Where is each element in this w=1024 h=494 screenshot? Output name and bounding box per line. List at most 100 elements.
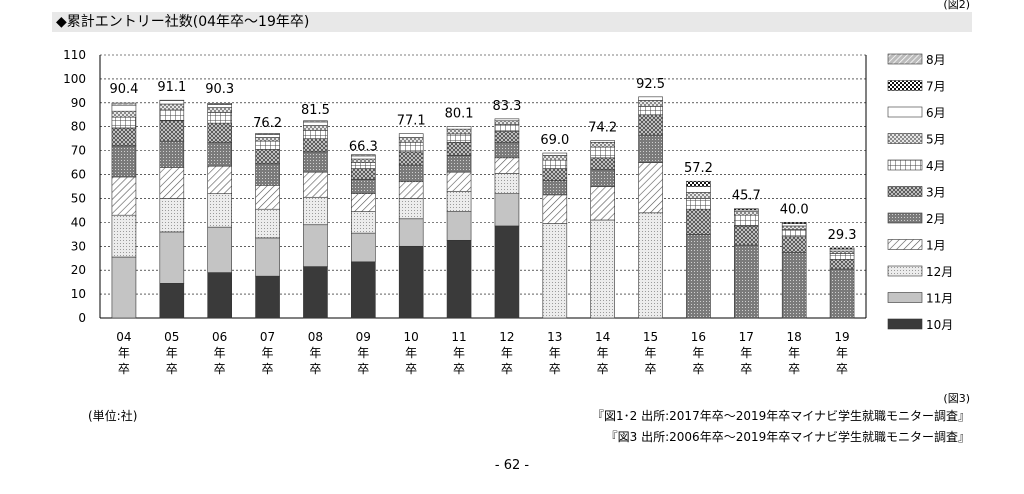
- bar-segment: [590, 219, 615, 319]
- y-tick-label: 110: [63, 48, 86, 62]
- bar-segment: [207, 193, 232, 228]
- bar-segment: [590, 140, 615, 143]
- bar-segment: [542, 159, 568, 169]
- legend-label: 8月: [926, 53, 946, 67]
- bar-segment: [829, 259, 855, 270]
- x-tick-label: 卒: [597, 362, 609, 376]
- bar-segment: [638, 96, 663, 101]
- bar-segment: [351, 158, 376, 163]
- total-data-label: 45.7: [732, 189, 761, 204]
- bar-segment: [351, 162, 376, 169]
- bar-segment: [351, 155, 376, 160]
- bar-segment: [255, 149, 280, 165]
- legend-swatch: [887, 239, 923, 250]
- x-tick-label: 卒: [836, 362, 848, 376]
- bar-segment: [111, 145, 137, 178]
- total-data-label: 81.5: [301, 103, 330, 118]
- bar-segment: [542, 223, 568, 319]
- total-data-label: 90.4: [109, 82, 138, 97]
- source-note-2: 『図3 出所:2006年卒～2019年卒マイナビ学生就職モニター調査』: [605, 430, 970, 444]
- x-tick-label: 12: [499, 330, 514, 344]
- bar-segment: [542, 155, 568, 161]
- x-tick-label: 年: [309, 346, 321, 360]
- bar-segment: [398, 141, 424, 153]
- bar-segment: [590, 141, 615, 148]
- x-tick-label: 年: [836, 346, 848, 360]
- y-tick-label: 60: [71, 168, 86, 182]
- x-tick-label: 卒: [788, 362, 800, 376]
- bar-segment: [494, 157, 520, 174]
- bar-segment: [638, 114, 663, 136]
- bar-segment: [303, 138, 328, 153]
- figure-label-3: (図3): [943, 392, 970, 405]
- bar-segment: [590, 169, 615, 187]
- bar-segment: [159, 103, 185, 111]
- bar-segment: [494, 120, 520, 125]
- bar-segment: [159, 231, 185, 284]
- bar-segment: [303, 130, 328, 139]
- x-tick-label: 10: [404, 330, 419, 344]
- y-tick-label: 30: [71, 239, 86, 253]
- bar-segment: [829, 268, 855, 319]
- bar-segment: [446, 126, 472, 130]
- bar-segment: [494, 225, 520, 319]
- total-data-label: 91.1: [157, 80, 186, 95]
- bar-segment: [303, 125, 328, 131]
- x-tick-label: 17: [739, 330, 754, 344]
- legend-swatch: [887, 212, 923, 224]
- x-tick-label: 11: [451, 330, 466, 344]
- x-tick-label: 卒: [549, 362, 561, 376]
- x-tick-label: 卒: [453, 362, 465, 376]
- chart-title: ◆累計エントリー社数(04年卒～19年卒): [52, 12, 972, 32]
- bar-segment: [398, 137, 424, 143]
- x-tick-label: 年: [214, 346, 226, 360]
- bar-segment: [159, 167, 185, 199]
- bar-segment: [398, 181, 424, 199]
- unit-label: (単位:社): [88, 409, 138, 423]
- bar-segment: [446, 239, 472, 319]
- bar-segment: [111, 104, 137, 112]
- x-tick-label: 卒: [645, 362, 657, 376]
- bar-segment: [494, 131, 520, 143]
- bar-segment: [446, 128, 472, 135]
- bar-segment: [303, 196, 328, 226]
- bar-segment: [829, 250, 855, 254]
- x-tick-label: 年: [692, 346, 704, 360]
- legend-label: 7月: [926, 80, 946, 94]
- bar-segment: [446, 155, 472, 173]
- x-tick-label: 年: [405, 346, 417, 360]
- bar-segment: [734, 211, 759, 216]
- total-data-label: 83.3: [492, 99, 521, 114]
- bar-segment: [255, 185, 280, 210]
- bar-segment: [638, 100, 663, 107]
- total-data-label: 77.1: [397, 114, 426, 129]
- bar-segment: [638, 162, 663, 214]
- total-data-label: 80.1: [445, 106, 474, 121]
- x-tick-label: 07: [260, 330, 275, 344]
- bar-segment: [207, 104, 232, 108]
- bar-segment: [446, 190, 472, 212]
- legend-label: 10月: [926, 318, 953, 332]
- x-tick-label: 年: [118, 346, 130, 360]
- x-tick-label: 年: [645, 346, 657, 360]
- bar-segment: [159, 283, 185, 319]
- bar-segment: [255, 163, 280, 186]
- x-tick-label: 卒: [262, 362, 274, 376]
- x-tick-label: 年: [453, 346, 465, 360]
- bar-segment: [686, 208, 711, 235]
- bar-segment: [255, 133, 280, 135]
- bar-segment: [590, 146, 615, 159]
- bar-segment: [781, 222, 807, 224]
- x-tick-label: 14: [595, 330, 610, 344]
- x-tick-label: 卒: [357, 362, 369, 376]
- bar-segment: [734, 244, 759, 319]
- bar-segment: [494, 118, 520, 122]
- bar-segment: [303, 224, 328, 267]
- bar-segment: [351, 168, 376, 180]
- x-tick-label: 年: [501, 346, 513, 360]
- bar-segment: [446, 211, 472, 241]
- bar-segment: [542, 194, 568, 224]
- bar-segment: [686, 186, 711, 193]
- x-tick-label: 15: [643, 330, 658, 344]
- bar-segment: [781, 236, 807, 253]
